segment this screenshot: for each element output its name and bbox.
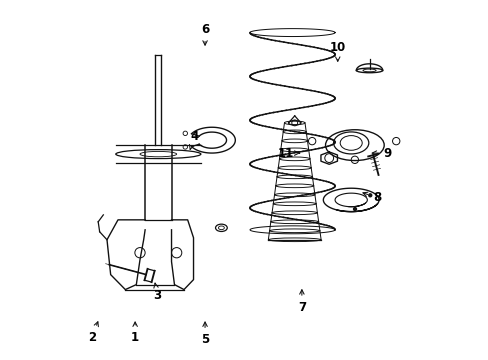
Text: 11: 11: [277, 147, 299, 159]
Text: 10: 10: [329, 41, 345, 61]
Text: 4: 4: [189, 130, 198, 149]
Circle shape: [353, 208, 356, 211]
Text: 6: 6: [201, 23, 209, 45]
Text: 1: 1: [131, 322, 139, 343]
Text: 9: 9: [371, 147, 391, 159]
Text: 8: 8: [362, 192, 381, 204]
Text: 2: 2: [88, 322, 98, 343]
Text: 5: 5: [201, 322, 209, 346]
Text: 3: 3: [153, 283, 162, 302]
Circle shape: [368, 194, 371, 197]
Text: 7: 7: [297, 290, 305, 314]
